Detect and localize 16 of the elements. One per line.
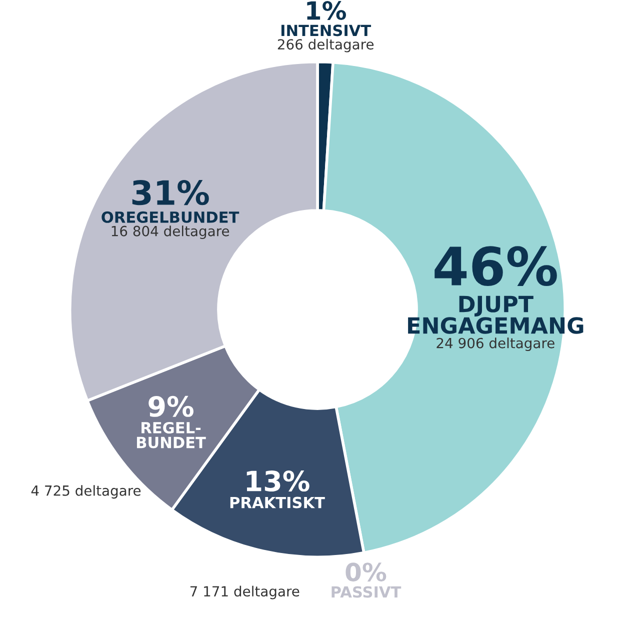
text: 0% (346, 562, 386, 582)
data-label: 31% (132, 180, 209, 206)
text: 7 171 deltagare (190, 586, 300, 600)
slice-label: PRAKTISKT (230, 496, 325, 508)
category-label: PASSIVT (332, 586, 402, 598)
data-label: 46% (434, 246, 557, 286)
text: 16 804 deltagare (112, 226, 230, 240)
text: 4 725 deltagare (31, 485, 141, 499)
slice-label: REGEL- BUNDET (136, 422, 206, 448)
slice-label: OREGELBUNDET (102, 211, 240, 223)
slice-label: INTENSIVT (281, 24, 372, 36)
data-label: 13% (246, 470, 310, 492)
data-label: 9% (148, 396, 194, 417)
data-label: 1% (307, 1, 346, 20)
text: 266 deltagare (278, 38, 374, 52)
text: 24 906 deltagare (436, 338, 554, 352)
